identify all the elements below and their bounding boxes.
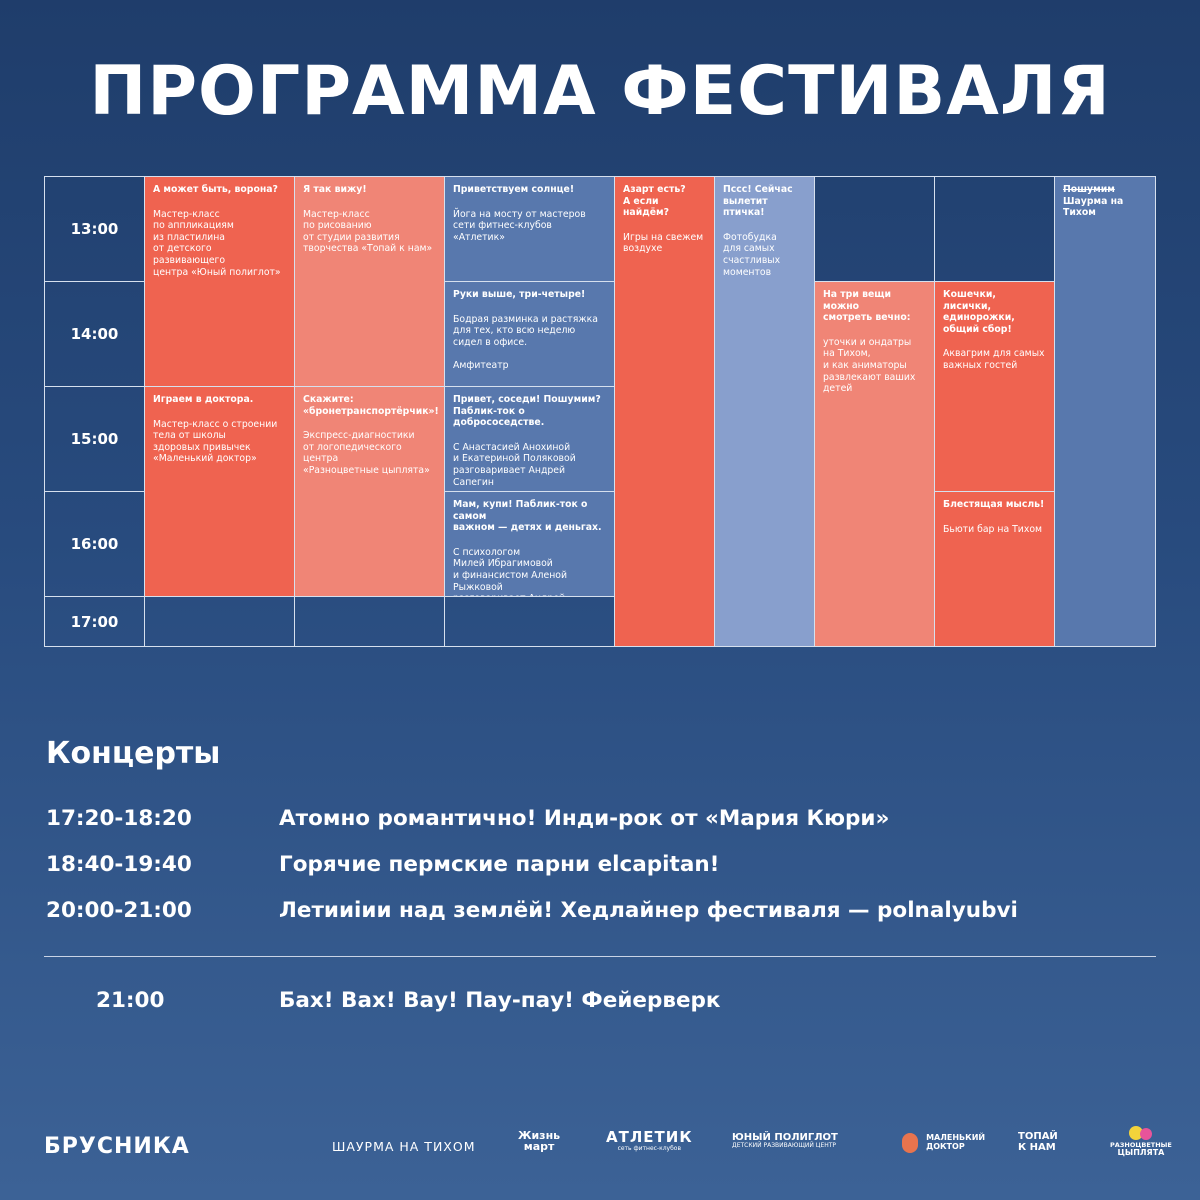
logo-line: РАЗНОЦВЕТНЫЕ [1110,1141,1172,1149]
event-seeit: Я так вижу! Мастер-класс по рисованию от… [294,176,445,387]
logo-line: МАЛЕНЬКИЙ [926,1133,986,1143]
event-sun: Приветствуем солнце! Йога на мосту от ма… [444,176,615,282]
event-title: Блестящая мысль! [943,499,1045,510]
concert-time: 17:20-18:20 [46,806,192,831]
logo-line: ДЕТСКИЙ РАЗВИВАЮЩИЙ ЦЕНТР [732,1142,837,1149]
time-label: 15:00 [44,386,145,492]
time-label: 13:00 [44,176,145,282]
doctor-logo: МАЛЕНЬКИЙ ДОКТОР [902,1132,985,1153]
logo-line: Жизнь [518,1129,561,1142]
doctor-icon [902,1132,918,1153]
topai-logo: ТОПАЙ К НАМ [1018,1131,1058,1153]
logo-line: ТОПАЙ [1018,1131,1058,1142]
event-title: Руки выше, три-четыре! [453,289,586,300]
event-body: Мастер-класс по рисованию от студии разв… [303,208,433,255]
event-body: Мастер-класс о строении тела от школы зд… [153,418,278,465]
brusnika-logo: БРУСНИКА [44,1134,190,1159]
empty-slot [934,176,1055,282]
divider [44,956,1156,957]
schedule-grid: 13:00 14:00 15:00 16:00 17:00 А может бы… [44,176,1156,647]
time-label: 17:00 [44,596,145,647]
logo-line: АТЛЕТИК [606,1128,693,1146]
event-body: уточки и ондатры на Тихом, и как анимато… [823,336,916,395]
event-title: Пошумим [1063,184,1115,195]
empty-slot [444,596,615,647]
event-body: С Анастасией Анохиной и Екатериной Поляк… [453,441,576,488]
event-body: С психологом Милей Ибрагимовой и финанси… [453,546,568,596]
event-body: Фотобудка для самых счастливых моментов [723,231,781,278]
event-neighbors: Привет, соседи! Пошумим? Паблик-ток о до… [444,386,615,492]
logo-line: ДОКТОР [926,1141,965,1151]
concert-time: 20:00-21:00 [46,898,192,923]
event-three: На три вещи можно смотреть вечно: уточки… [814,281,935,647]
page-title: ПРОГРАММА ФЕСТИВАЛЯ [89,52,1111,131]
event-title: А может быть, ворона? [153,184,278,195]
chick-icon [1110,1126,1172,1142]
event-title: Играем в доктора. [153,394,254,405]
event-title: Приветствуем солнце! [453,184,575,195]
shawarma-logo: ШАУРМА НА ТИХОМ [332,1139,476,1154]
finale-time: 21:00 [96,988,165,1013]
time-label: 16:00 [44,491,145,597]
concert-time: 18:40-19:40 [46,852,192,877]
logo-line: ЦЫПЛЯТА [1117,1147,1165,1157]
event-doctor: Играем в доктора. Мастер-класс о строени… [144,386,295,597]
event-title: Мам, купи! Паблик-ток о самом важном — д… [453,499,602,534]
event-body: Бодрая разминка и растяжка для тех, кто … [453,313,598,348]
empty-slot [814,176,935,282]
event-title: Азарт есть? А если найдём? [623,184,686,219]
logo-line: ЮНЫЙ ПОЛИГЛОТ [732,1132,838,1143]
logo-line: март [523,1140,555,1153]
zhizn-mart-logo: Жизнь март [518,1130,560,1152]
partner-logos: БРУСНИКА ШАУРМА НА ТИХОМ Жизнь март АТЛЕ… [44,1126,1172,1166]
event-title: Я так вижу! [303,184,367,195]
concert-desc: Атомно романтично! Инди-рок от «Мария Кю… [279,806,890,831]
event-title: Пссс! Сейчас вылетит птичка! [723,184,793,219]
finale-desc: Бах! Вах! Вау! Пау-пау! Фейерверк [279,988,721,1013]
event-mom: Мам, купи! Паблик-ток о самом важном — д… [444,491,615,597]
event-body: Бьюти бар на Тихом [943,523,1043,535]
event-crow: А может быть, ворона? Мастер-класс по ап… [144,176,295,387]
event-hands: Руки выше, три-четыре! Бодрая разминка и… [444,281,615,387]
event-title: Скажите: «бронетранспортёрчик»! [303,394,439,417]
event-azart: Азарт есть? А если найдём? Игры на свеже… [614,176,715,647]
event-place: Амфитеатр [453,360,509,372]
event-body: Шаурма на Тихом [1063,195,1124,219]
event-title: На три вещи можно смотреть вечно: [823,289,911,324]
concert-desc: Летииiии над землёй! Хедлайнер фестиваля… [279,898,1018,923]
event-shawarma: Пошумим Шаурма на Тихом [1054,176,1156,647]
time-label: 14:00 [44,281,145,387]
logo-line: К НАМ [1018,1141,1056,1153]
event-body: Экспресс-диагностики от логопедического … [303,430,430,477]
event-body: Аквагрим для самых важных гостей [943,348,1045,372]
chicks-logo: РАЗНОЦВЕТНЫЕ ЦЫПЛЯТА [1110,1126,1172,1157]
event-body: Йога на мосту от мастеров сети фитнес-кл… [453,208,586,243]
event-title: Привет, соседи! Пошумим? Паблик-ток о до… [453,394,601,429]
logo-line: сеть фитнес-клубов [617,1144,682,1152]
empty-slot [294,596,445,647]
event-body: Мастер-класс по аппликациям из пластилин… [153,208,281,278]
event-cats: Кошечки, лисички, единорожки, общий сбор… [934,281,1055,492]
event-armored: Скажите: «бронетранспортёрчик»! Экспресс… [294,386,445,597]
event-title: Кошечки, лисички, единорожки, общий сбор… [943,289,1015,335]
concert-desc: Горячие пермские парни elcapitan! [279,852,720,877]
atletik-logo: АТЛЕТИК сеть фитнес-клубов [606,1128,693,1152]
event-bird: Пссс! Сейчас вылетит птичка! Фотобудка д… [714,176,815,647]
concerts-heading: Концерты [46,736,221,771]
polyglot-logo: ЮНЫЙ ПОЛИГЛОТ ДЕТСКИЙ РАЗВИВАЮЩИЙ ЦЕНТР [732,1132,838,1150]
event-body: Игры на свежем воздухе [623,231,704,255]
event-bright: Блестящая мысль! Бьюти бар на Тихом [934,491,1055,647]
empty-slot [144,596,295,647]
